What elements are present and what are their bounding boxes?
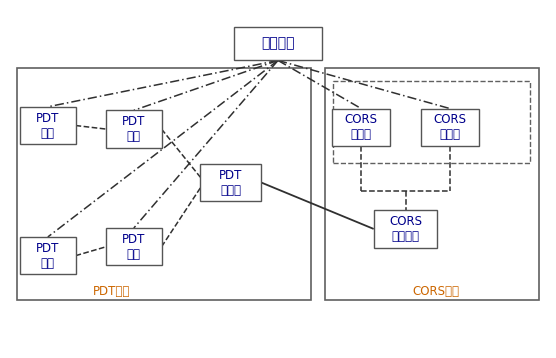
- Bar: [106, 228, 162, 266]
- Bar: [421, 108, 479, 146]
- Text: CORS
参考站: CORS 参考站: [434, 113, 466, 141]
- Bar: [334, 81, 530, 163]
- Text: CORS
数据中心: CORS 数据中心: [389, 215, 422, 243]
- Text: CORS
参考站: CORS 参考站: [345, 113, 378, 141]
- Bar: [106, 110, 162, 148]
- Text: PDT
基站: PDT 基站: [122, 233, 146, 261]
- Text: PDT系统: PDT系统: [93, 285, 130, 298]
- Text: CORS系统: CORS系统: [413, 285, 460, 298]
- Text: PDT
基站: PDT 基站: [122, 115, 146, 143]
- Bar: [20, 107, 76, 144]
- Bar: [374, 210, 438, 248]
- Bar: [20, 237, 76, 274]
- Text: PDT
终端: PDT 终端: [36, 242, 59, 270]
- Text: PDT
终端: PDT 终端: [36, 111, 59, 140]
- Bar: [234, 26, 322, 61]
- Bar: [332, 108, 390, 146]
- Bar: [325, 68, 539, 300]
- Text: 定位卫星: 定位卫星: [261, 37, 295, 50]
- Bar: [17, 68, 311, 300]
- Text: PDT
核心网: PDT 核心网: [219, 169, 242, 197]
- Bar: [200, 164, 261, 201]
